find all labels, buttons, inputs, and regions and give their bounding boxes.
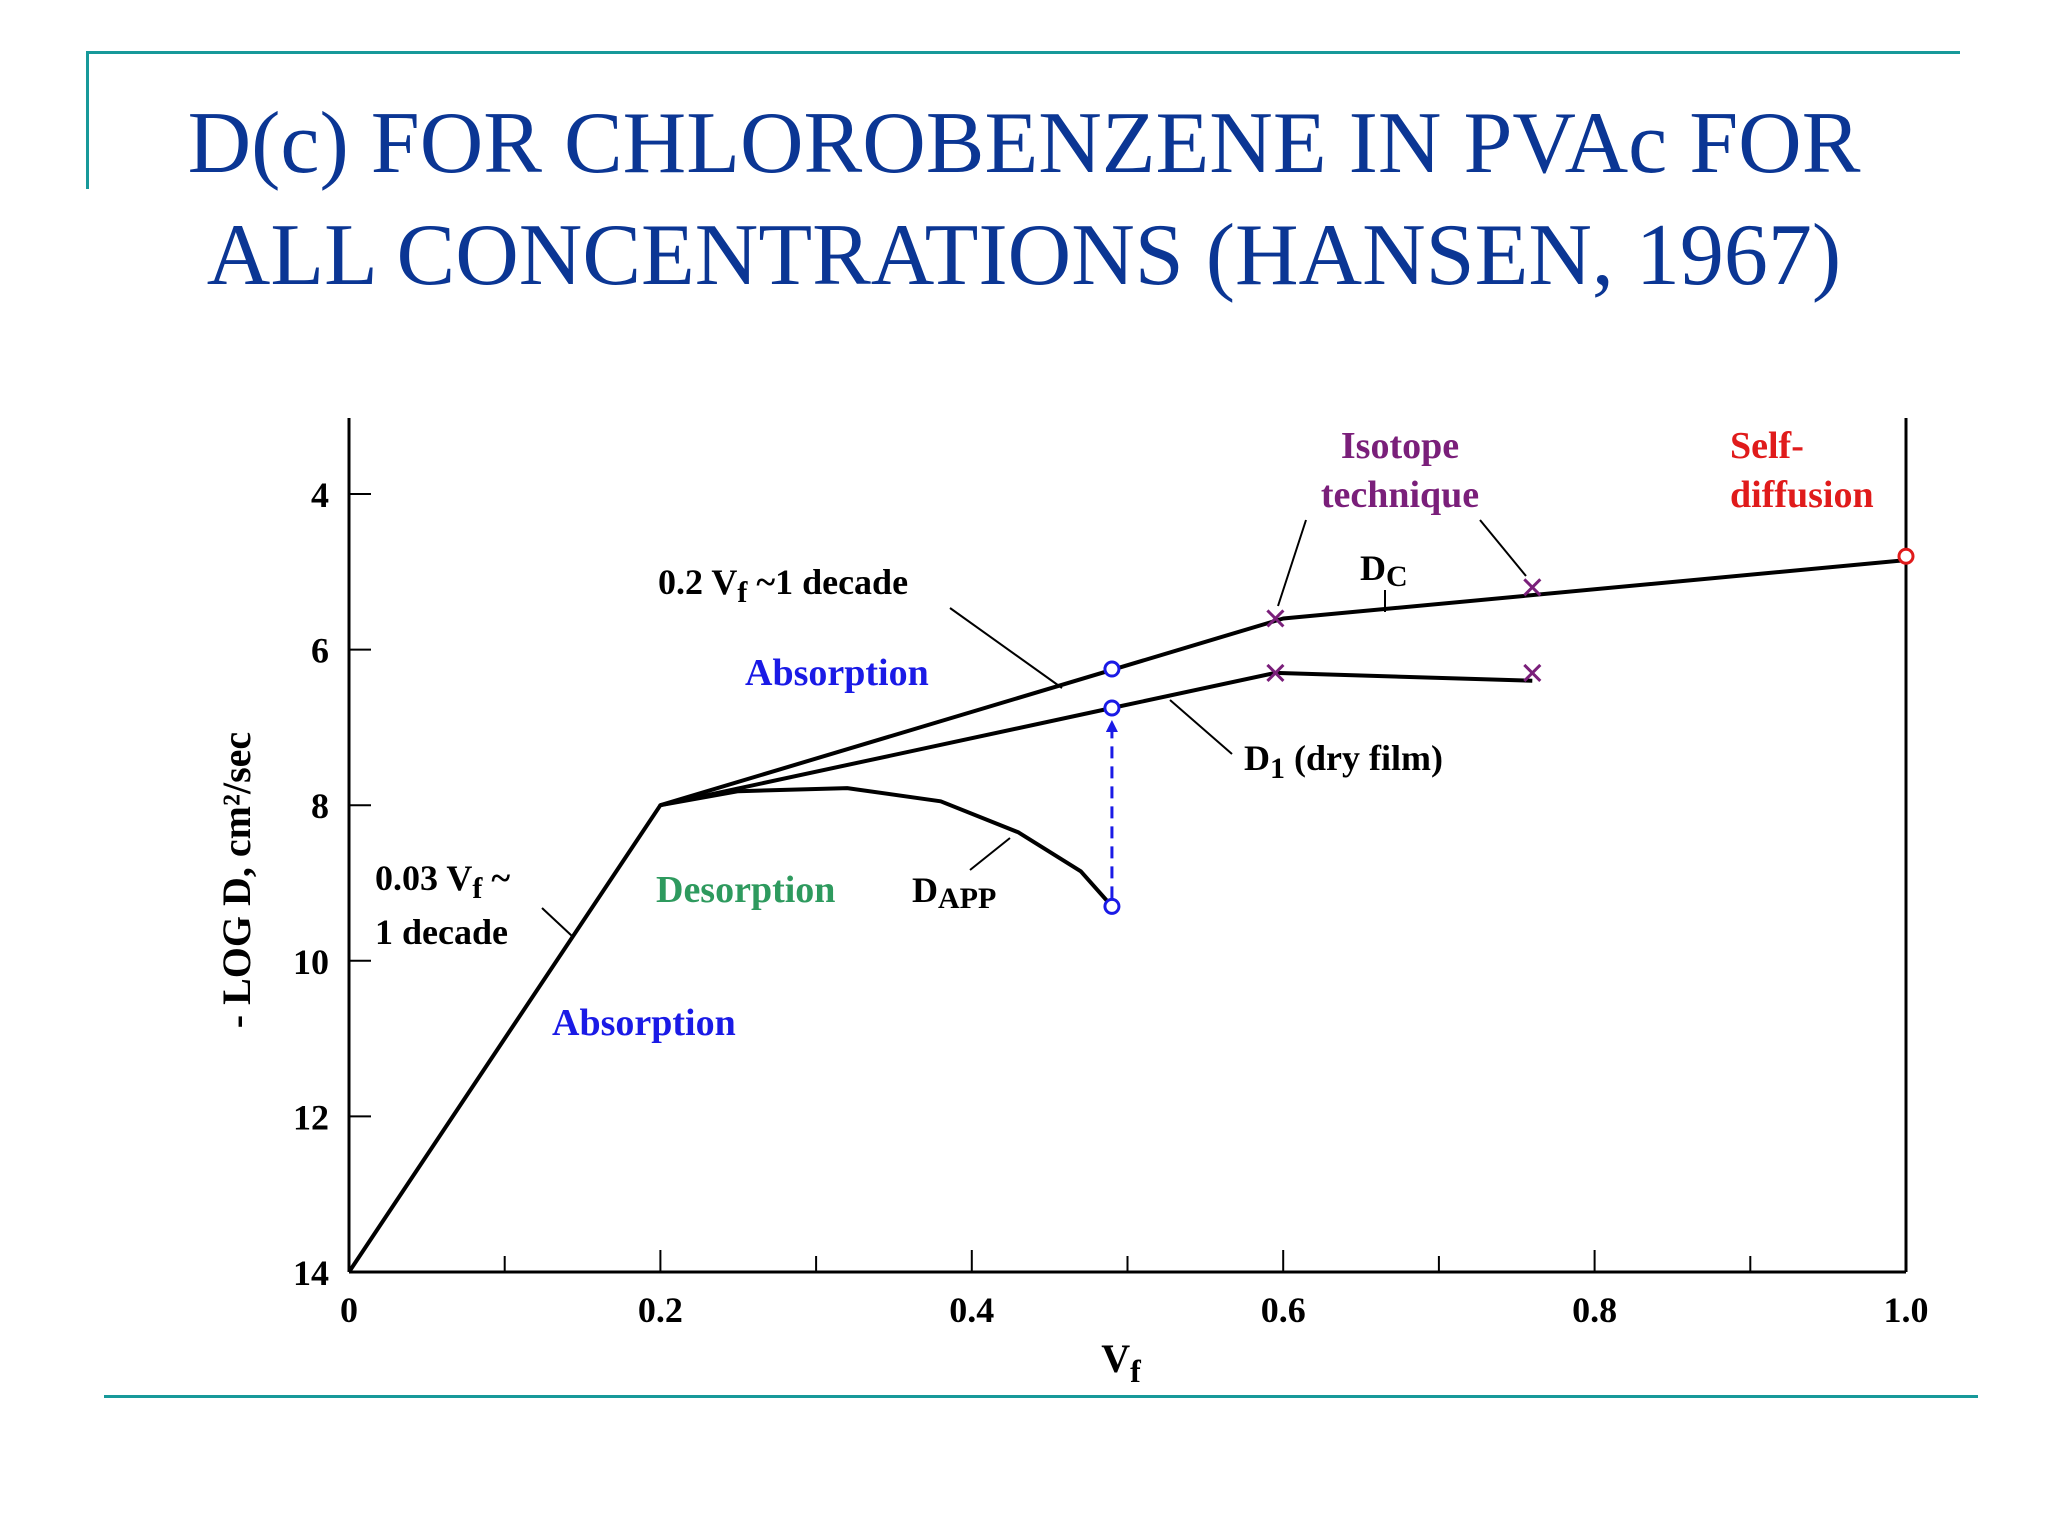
annotation-isotope-1: Isotope xyxy=(1341,425,1459,467)
annotation-absorption-lower: Absorption xyxy=(552,1002,736,1044)
leader-slope-lower xyxy=(541,907,573,937)
x-axis-ticks: 0 0.2 0.4 0.6 0.8 1.0 xyxy=(340,1250,1929,1330)
y-axis-label: - LOG D, cm²/sec xyxy=(214,732,259,1028)
x-tick-label: 0.2 xyxy=(638,1290,683,1330)
annotation-self-1: Self- xyxy=(1730,425,1804,467)
annotation-slope-upper-main: 0.2 V xyxy=(658,562,737,602)
annotation-slope-upper-tail: ~1 decade xyxy=(747,562,908,602)
annotation-slope-lower-sub: f xyxy=(472,872,483,905)
y-tick-label: 6 xyxy=(311,631,329,671)
circle-marker xyxy=(1103,897,1121,915)
y-axis-ticks: 4 6 8 10 12 14 xyxy=(293,475,371,1293)
series-line-initial xyxy=(347,804,663,1274)
circle-marker xyxy=(1103,699,1121,717)
annotation-slope-lower-tail: ~ xyxy=(482,858,510,898)
annotation-isotope-2: technique xyxy=(1321,474,1479,516)
title-line-1: D(c) FOR CHLOROBENZENE IN PVAc FOR xyxy=(187,95,1861,192)
series-line-d-1-dry-film- xyxy=(659,670,1533,808)
annotation-desorption: Desorption xyxy=(656,869,835,911)
top-accent-line xyxy=(86,51,1960,54)
y-tick-label: 14 xyxy=(293,1253,329,1293)
x-axis-label: Vf xyxy=(1101,1336,1141,1389)
annotation-dapp: DAPP xyxy=(912,870,996,915)
x-tick-label: 1.0 xyxy=(1884,1290,1929,1330)
y-tick-label: 8 xyxy=(311,786,329,826)
y-tick-label: 4 xyxy=(311,475,329,515)
x-axis-label-main: V xyxy=(1101,1336,1130,1381)
annotation-dc-sub: C xyxy=(1386,560,1408,593)
annotation-slope-lower-main: 0.03 V xyxy=(375,858,472,898)
x-tick-label: 0.4 xyxy=(949,1290,994,1330)
annotation-self-2: diffusion xyxy=(1730,474,1874,516)
left-accent-line xyxy=(86,51,89,189)
cross-marker xyxy=(1523,578,1542,597)
cross-marker xyxy=(1266,609,1285,628)
leader-dapp xyxy=(969,837,1011,871)
cross-marker xyxy=(1523,663,1542,683)
x-tick-label: 0.6 xyxy=(1261,1290,1306,1330)
series-line-d-c xyxy=(659,558,1907,808)
annotation-d1-sub: 1 xyxy=(1270,752,1285,785)
slide-title: D(c) FOR CHLOROBENZENE IN PVAc FOR ALL C… xyxy=(80,88,1968,312)
circle-marker xyxy=(1103,660,1121,678)
annotation-d1-main: D xyxy=(1244,738,1270,778)
leader-slope-upper xyxy=(949,607,1063,689)
cross-marker xyxy=(1266,663,1285,683)
annotation-dc-main: D xyxy=(1360,548,1386,588)
annotation-slope-upper-sub: f xyxy=(737,576,748,609)
x-axis-label-sub: f xyxy=(1130,1353,1141,1389)
bottom-accent-line xyxy=(104,1395,1978,1398)
x-tick-label: 0 xyxy=(340,1290,358,1330)
annotation-absorption-upper: Absorption xyxy=(745,652,929,694)
title-line-2: ALL CONCENTRATIONS (HANSEN, 1967) xyxy=(206,207,1842,304)
annotation-dc: DC xyxy=(1360,548,1408,593)
leader-isotope-left xyxy=(1277,519,1307,607)
leader-d1 xyxy=(1169,699,1233,755)
annotation-dapp-main: D xyxy=(912,870,938,910)
annotation-slope-lower-2: 1 decade xyxy=(375,912,508,952)
marker-layer xyxy=(1103,547,1915,915)
annotation-slope-upper: 0.2 Vf ~1 decade xyxy=(658,562,908,609)
y-tick-label: 10 xyxy=(293,942,329,982)
annotation-dapp-sub: APP xyxy=(938,882,996,915)
annotation-d1: D1 (dry film) xyxy=(1244,738,1443,785)
y-tick-label: 12 xyxy=(293,1097,329,1137)
series-layer xyxy=(347,558,1907,1274)
annotation-slope-lower-1: 0.03 Vf ~ xyxy=(375,858,510,905)
circle-marker xyxy=(1897,547,1915,565)
x-tick-label: 0.8 xyxy=(1572,1290,1617,1330)
leader-isotope-right xyxy=(1479,519,1527,577)
annotation-d1-tail: (dry film) xyxy=(1285,738,1443,778)
series-line-d-app xyxy=(658,786,1114,909)
